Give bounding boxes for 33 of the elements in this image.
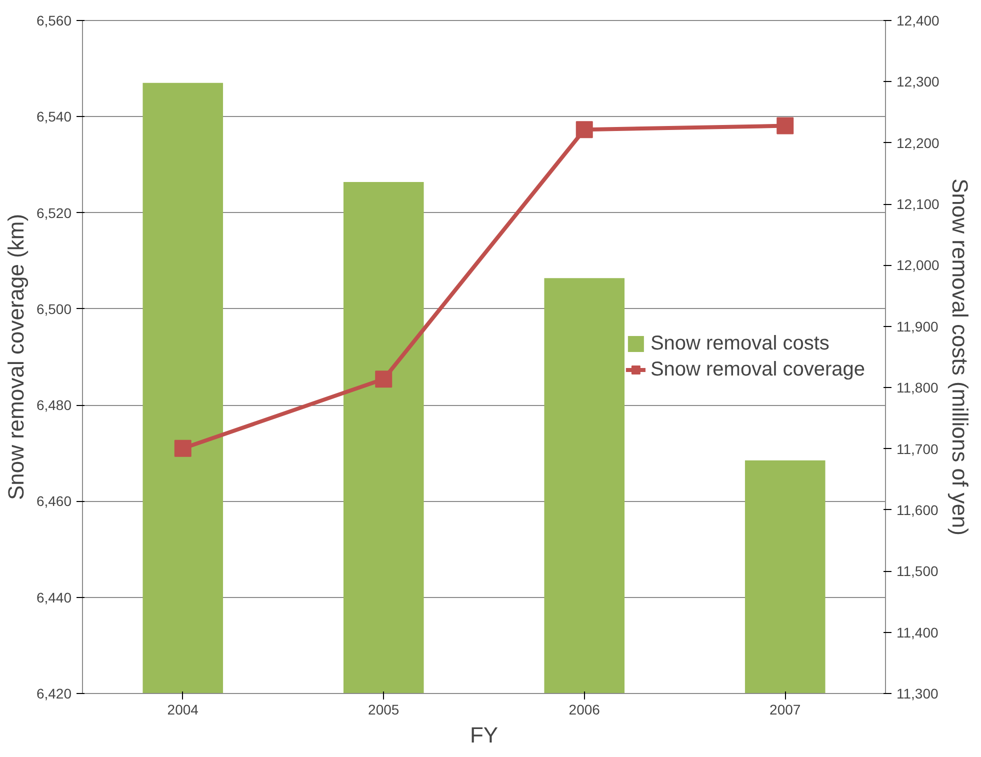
x-tick-label: 2004: [167, 702, 199, 718]
y-tick-label: 6,540: [36, 108, 72, 125]
y2-tick-label: 11,400: [896, 624, 938, 640]
y2-tick-label: 11,700: [896, 440, 938, 457]
y-tick-label: 6,520: [36, 204, 72, 221]
point: [174, 440, 192, 457]
y-tick-label: 6,440: [36, 589, 72, 606]
y-tick-label: 6,560: [36, 12, 72, 28]
y2-tick-label: 12,200: [896, 134, 940, 151]
legend-label: Snow removal costs: [650, 332, 830, 355]
y-tick-label: 6,480: [36, 397, 72, 414]
y2-tick-label: 12,100: [896, 196, 940, 212]
y2-tick-label: 12,300: [896, 74, 940, 90]
y-tick-label: 6,420: [36, 686, 72, 702]
y-axis-title: Snow removal coverage (km): [3, 214, 28, 500]
y2-tick-label: 12,000: [896, 257, 940, 274]
y2-tick-label: 11,900: [896, 318, 938, 334]
x-tick-label: 2005: [368, 702, 400, 718]
y2-axis-title: Snow removal costs (millions of yen): [947, 178, 972, 536]
y2-tick-label: 11,600: [896, 502, 938, 518]
y2-tick-label: 11,300: [896, 686, 938, 702]
x-axis-title: FY: [470, 722, 498, 748]
legend-label: Snow removal coverage: [650, 358, 865, 381]
y-tick-label: 6,460: [36, 493, 72, 510]
x-tick-label: 2006: [568, 702, 600, 718]
y2-tick-label: 11,500: [896, 563, 938, 580]
y-tick-label: 6,500: [36, 300, 72, 317]
point: [576, 121, 593, 138]
y2-tick-label: 12,400: [896, 12, 940, 28]
x-tick-label: 2007: [770, 702, 801, 718]
point: [375, 370, 392, 388]
point: [776, 117, 794, 134]
y2-tick-label: 11,800: [896, 380, 938, 396]
